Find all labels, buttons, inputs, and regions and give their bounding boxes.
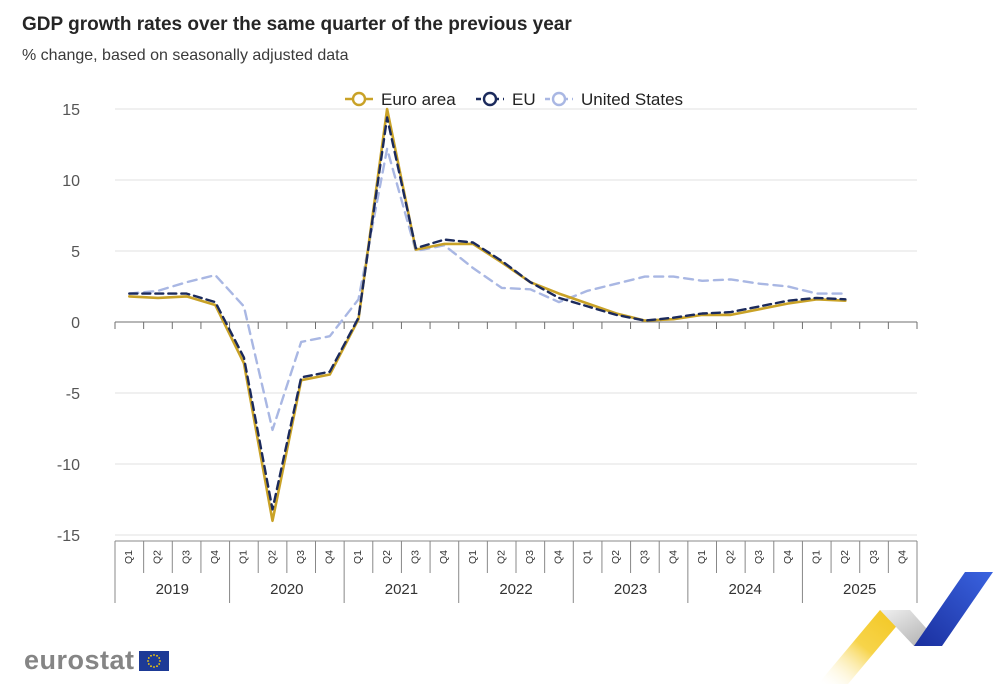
series-line-euro-area <box>128 107 847 523</box>
decorative-ribbon <box>818 572 993 684</box>
x-quarter-label: Q1 <box>238 550 250 564</box>
x-axis: Q1 Q2 Q3 Q4 Q1 Q2 Q3 Q4 Q1 Q2 Q3 Q4 Q1 Q2 Q3 Q4 Q1 Q2 Q3 Q4… <box>114 540 918 603</box>
x-quarter-label: Q4 <box>553 550 565 564</box>
chart-subtitle: % change, based on seasonally adjusted d… <box>22 47 349 64</box>
x-year-label: 2019 <box>156 581 189 598</box>
legend-label: EU <box>512 90 536 109</box>
legend-item-eu: EU <box>476 90 536 109</box>
series-lines <box>128 107 847 523</box>
x-quarter-label: Q2 <box>152 550 164 564</box>
legend-item-united-states: United States <box>545 90 683 109</box>
x-quarter-label: Q3 <box>295 550 307 564</box>
chart-legend: Euro area EU United States <box>345 90 683 109</box>
x-quarter-label: Q3 <box>180 550 192 564</box>
x-quarter-label: Q3 <box>410 550 422 564</box>
y-tick-label: -10 <box>57 457 80 474</box>
y-tick-label: -15 <box>57 528 80 545</box>
eu-flag-icon <box>138 650 169 671</box>
y-tick-label: 15 <box>62 102 80 119</box>
grid-lines <box>114 108 918 536</box>
x-quarter-label: Q2 <box>381 550 393 564</box>
x-quarter-label: Q1 <box>811 550 823 564</box>
x-quarter-label: Q1 <box>467 550 479 564</box>
y-tick-label: 10 <box>62 173 80 190</box>
x-quarter-label: Q2 <box>266 550 278 564</box>
x-quarter-label: Q2 <box>495 550 507 564</box>
x-quarter-label: Q4 <box>438 550 450 564</box>
y-axis-ticks: 15 10 5 0 -5 -10 -15 <box>57 102 80 545</box>
x-quarter-label: Q4 <box>667 550 679 564</box>
x-quarter-label: Q4 <box>782 550 794 564</box>
x-quarter-label: Q1 <box>581 550 593 564</box>
eurostat-logo: eurostat <box>24 645 169 676</box>
x-quarter-label: Q4 <box>896 550 908 564</box>
series-line-eu <box>128 116 847 511</box>
series-line-united-states <box>128 147 847 432</box>
x-year-label: 2024 <box>728 581 761 598</box>
eurostat-logo-text: eurostat <box>24 645 135 675</box>
x-quarter-label: Q2 <box>839 550 851 564</box>
x-year-label: 2020 <box>270 581 303 598</box>
x-quarter-label: Q3 <box>639 550 651 564</box>
y-tick-label: 5 <box>71 244 80 261</box>
legend-label: Euro area <box>381 90 456 109</box>
x-quarter-label: Q3 <box>753 550 765 564</box>
y-tick-label: -5 <box>66 386 80 403</box>
x-quarter-label: Q1 <box>696 550 708 564</box>
x-quarter-label: Q1 <box>123 550 135 564</box>
x-year-label: 2021 <box>385 581 418 598</box>
x-quarter-label: Q3 <box>868 550 880 564</box>
x-quarter-label: Q4 <box>324 550 336 564</box>
x-quarter-label: Q1 <box>352 550 364 564</box>
x-quarter-label: Q2 <box>725 550 737 564</box>
x-quarter-label: Q4 <box>209 550 221 564</box>
x-quarter-label: Q3 <box>524 550 536 564</box>
legend-marker <box>551 91 567 107</box>
x-year-label: 2022 <box>499 581 532 598</box>
legend-item-euro-area: Euro area <box>345 90 456 109</box>
chart-title: GDP growth rates over the same quarter o… <box>22 14 572 35</box>
x-year-label: 2023 <box>614 581 647 598</box>
legend-label: United States <box>581 90 683 109</box>
y-tick-label: 0 <box>71 315 80 332</box>
legend-marker <box>482 91 498 107</box>
x-quarter-label: Q2 <box>610 550 622 564</box>
legend-marker <box>351 91 367 107</box>
x-year-label: 2025 <box>843 581 876 598</box>
